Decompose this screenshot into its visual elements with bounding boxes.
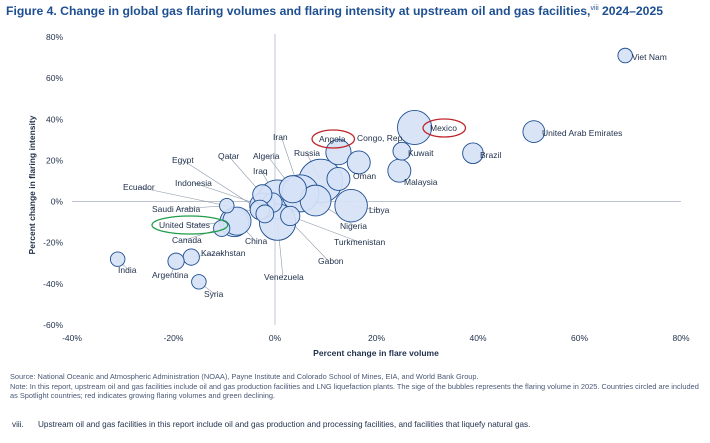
point-label: Qatar (218, 151, 239, 161)
x-tick-label: 40% (469, 333, 486, 343)
method-note: Note: In this report, upstream oil and g… (10, 381, 699, 401)
y-tick-label: 20% (46, 155, 63, 165)
spotlight-ring (422, 118, 467, 138)
source-note: Source: National Oceanic and Atmospheric… (10, 372, 479, 381)
point-label: Egypt (172, 155, 194, 165)
y-tick-label: 60% (46, 73, 63, 83)
point-label: Indonesia (175, 178, 212, 188)
footnote: viii. Upstream oil and gas facilities in … (12, 420, 530, 429)
bubble (346, 150, 371, 175)
leader-line (290, 215, 360, 243)
y-tick-label: 0% (51, 197, 64, 207)
bubble (334, 188, 368, 223)
bubble (522, 120, 546, 143)
point-label: Angola (319, 134, 346, 144)
x-tick-label: 0% (269, 333, 282, 343)
footnote-marker: viii. (12, 420, 24, 429)
leader-line (177, 205, 227, 210)
point-label: Venezuela (264, 272, 304, 282)
bubble (167, 252, 185, 270)
bubble (392, 141, 412, 161)
figure-title-footnote-marker: viii (590, 4, 599, 12)
point-label: Congo, Rep. (357, 133, 405, 143)
point-label: Oman (353, 171, 376, 181)
bubble-chart: -40% -20% 0% 20% 40% 60% 80% 80% 60% 40% 20% 0% -20%… (27, 32, 690, 358)
chart-notes: Source: National Oceanic and Atmospheric… (10, 372, 700, 401)
y-tick-label: -40% (43, 279, 63, 289)
point-label: Ecuador (123, 182, 155, 192)
bubble (325, 139, 352, 166)
point-label: Russia (294, 148, 320, 158)
point-label: Malaysia (404, 177, 438, 187)
bubble (109, 251, 126, 267)
footnote-text: Upstream oil and gas facilities in this … (38, 420, 531, 429)
point-label: Canada (172, 235, 202, 245)
spotlight-ring (311, 129, 356, 149)
figure-title-text: Figure 4. Change in global gas flaring v… (6, 4, 591, 18)
bubble (219, 197, 235, 214)
point-label: Libya (369, 205, 390, 215)
bubble (191, 274, 207, 290)
point-label: India (118, 265, 137, 275)
bubble (617, 47, 633, 64)
point-label: Iraq (253, 166, 268, 176)
point-label: Iran (273, 132, 288, 142)
x-tick-label: -20% (164, 333, 184, 343)
bubble (278, 175, 307, 204)
figure-title-years: 2024–2025 (598, 4, 664, 18)
point-label: Algeria (253, 151, 280, 161)
point-label: Turkmenistan (334, 237, 385, 247)
figure-title: Figure 4. Change in global gas flaring v… (6, 4, 663, 18)
y-tick-label: 40% (46, 114, 63, 124)
point-label: United States (159, 220, 210, 230)
x-tick-label: 60% (571, 333, 588, 343)
bubble (213, 219, 231, 237)
point-label: Mexico (430, 123, 457, 133)
point-label: Kuwait (408, 148, 434, 158)
x-tick-label: -40% (62, 333, 82, 343)
bubble (182, 248, 200, 266)
point-label: Syria (204, 289, 224, 299)
point-label: Nigeria (340, 221, 367, 231)
y-tick-label: -60% (43, 320, 63, 330)
bubble (326, 166, 351, 191)
point-label: China (245, 236, 267, 246)
y-tick-label: -20% (43, 238, 63, 248)
bubble (255, 204, 275, 224)
point-label: Brazil (480, 150, 501, 160)
spotlight-ring (151, 215, 229, 235)
bubble (462, 142, 484, 164)
bubble (397, 110, 433, 146)
point-label: Viet Nam (632, 52, 667, 62)
y-axis-title: Percent change in flaring intensity (27, 115, 37, 254)
bubble (280, 205, 301, 227)
point-label: Gabon (318, 256, 344, 266)
point-label: Argentina (152, 270, 189, 280)
y-tick-label: 80% (46, 32, 63, 42)
x-tick-label: 80% (672, 333, 689, 343)
x-tick-label: 20% (368, 333, 385, 343)
point-label: Kazakhstan (201, 248, 246, 258)
point-label: Saudi Arabia (152, 204, 200, 214)
leader-line (182, 159, 260, 211)
point-label: United Arab Emirates (542, 128, 622, 138)
x-axis-title: Percent change in flare volume (313, 348, 439, 358)
